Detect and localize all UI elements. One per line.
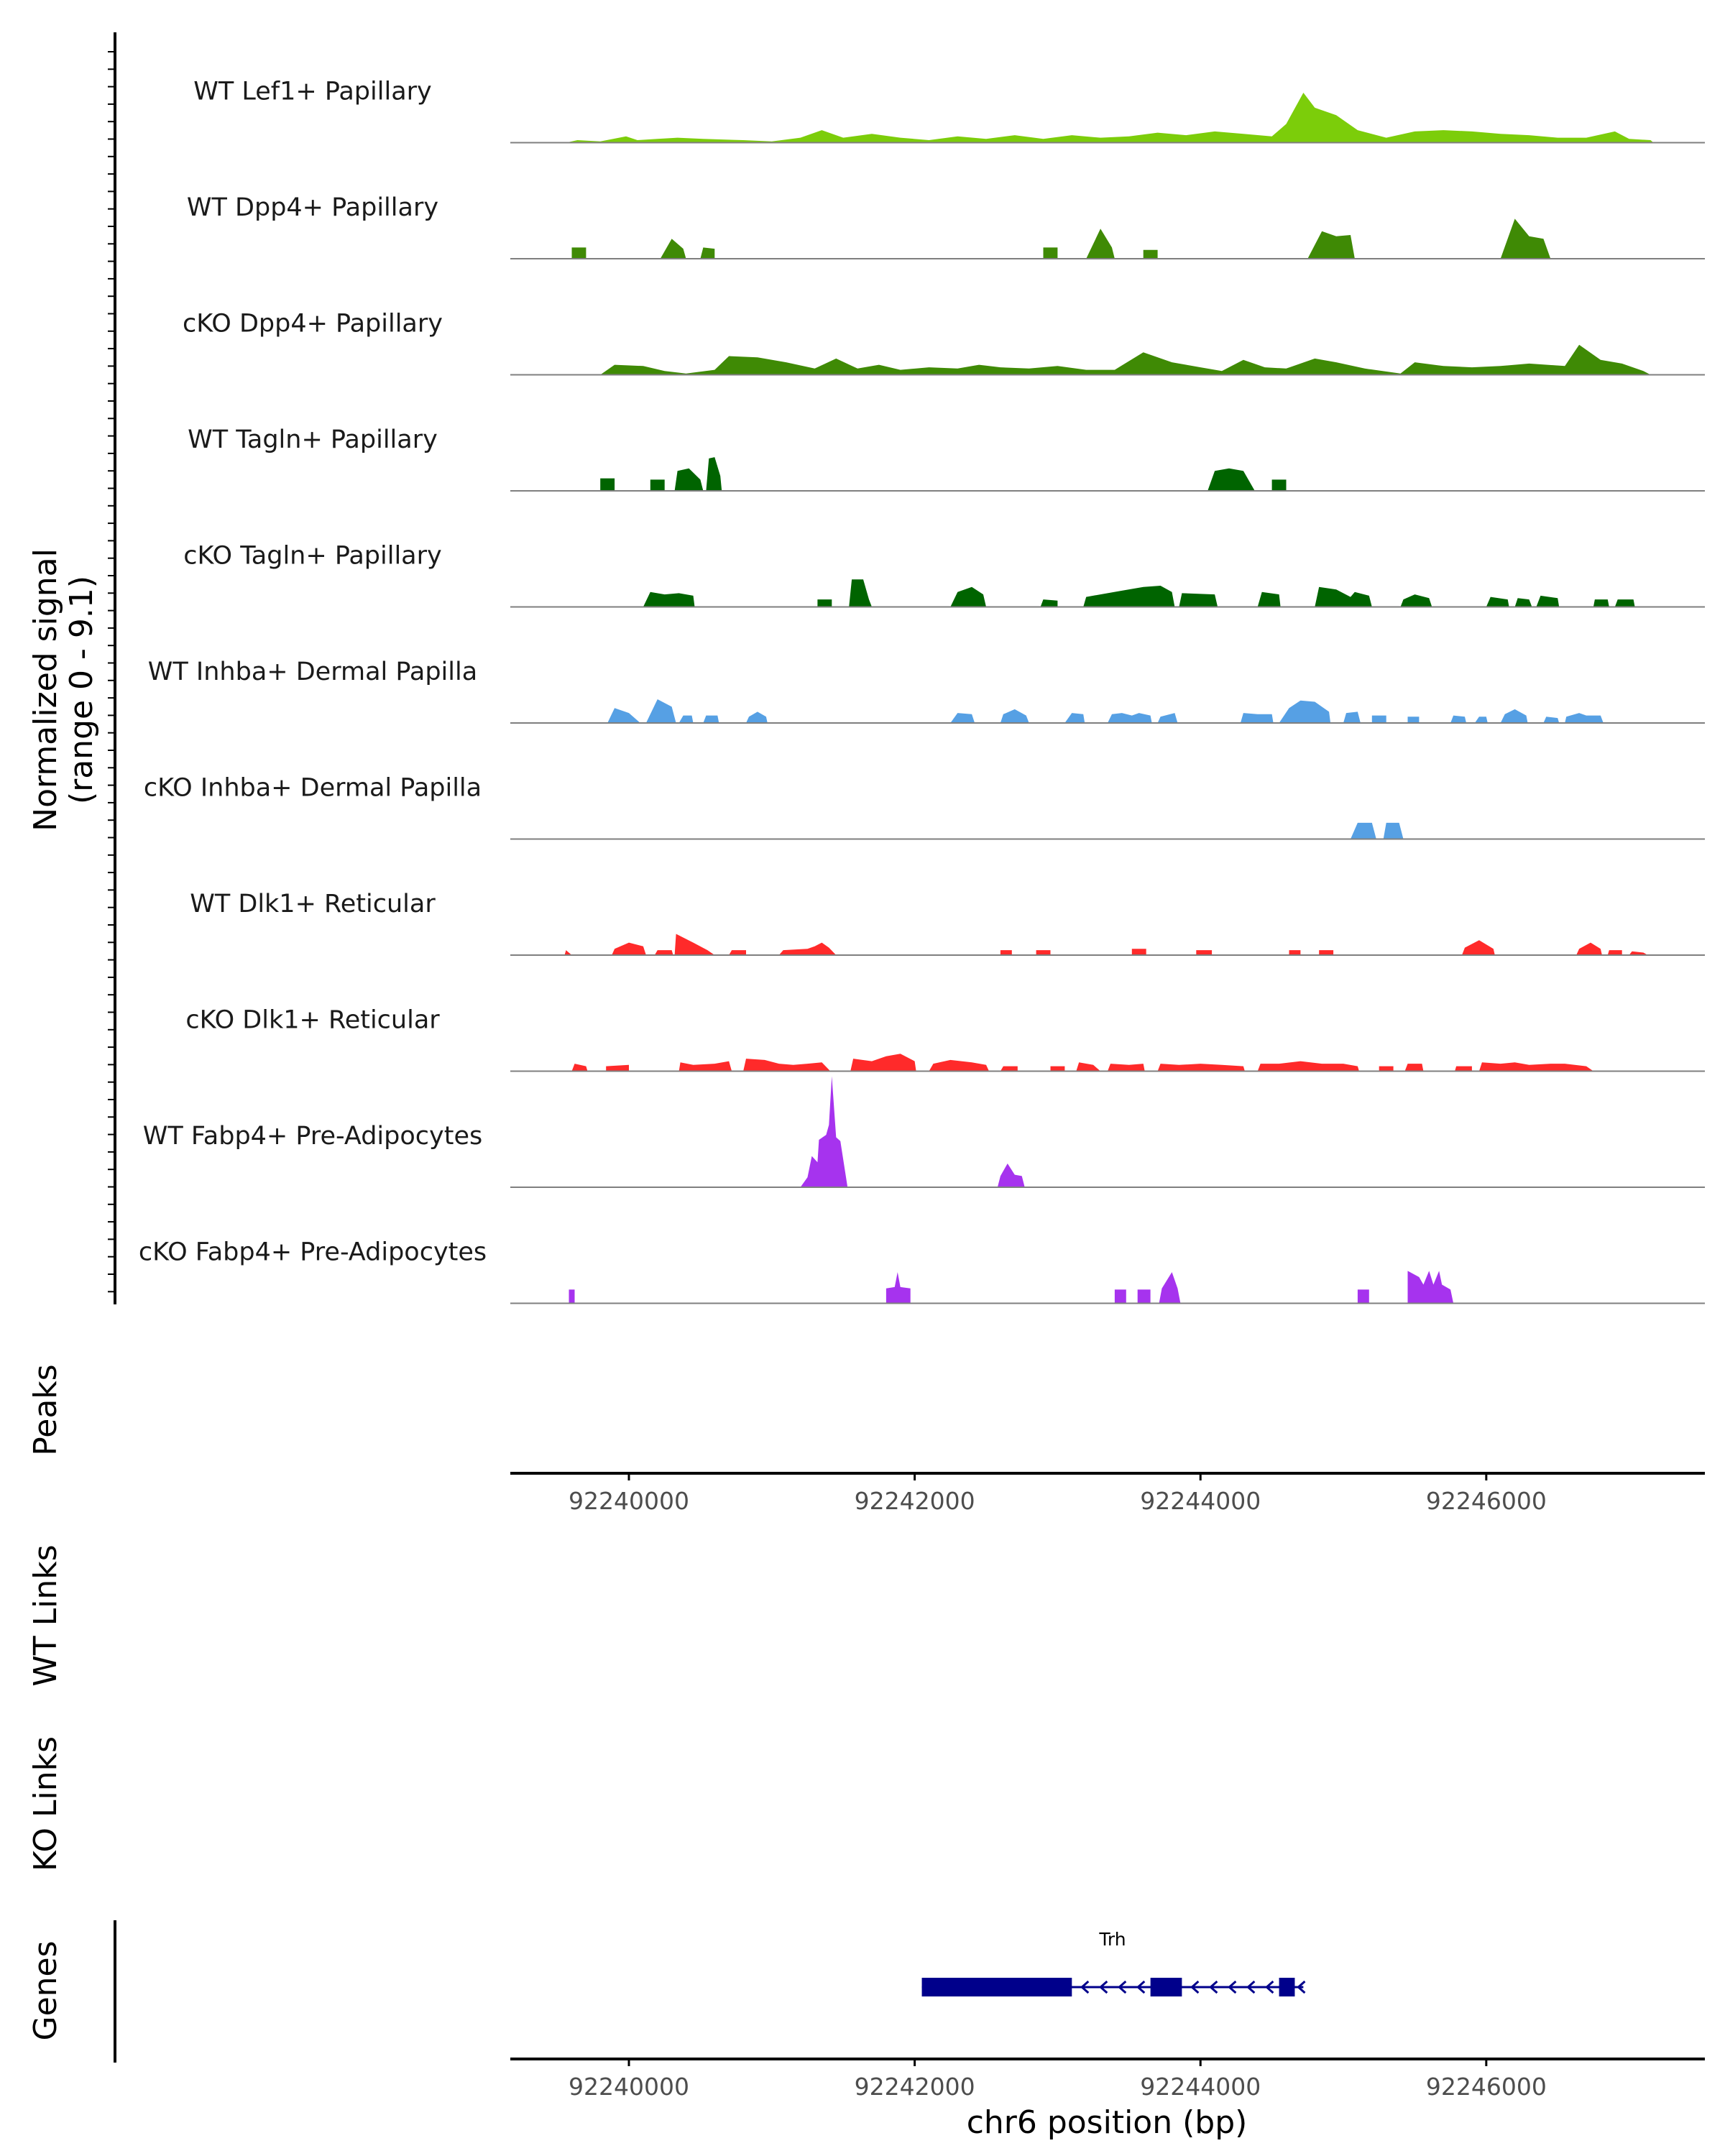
x-tick-label: 92244000	[1140, 1487, 1261, 1515]
wt-links-panel-label: WT Links	[27, 1544, 64, 1686]
gene-label-trh: Trh	[1098, 1929, 1126, 1950]
peaks-x-axis: 92240000 92242000 92244000 92246000	[510, 1472, 1705, 1515]
genes-x-axis: 92240000 92242000 92244000 92246000	[510, 2058, 1705, 2101]
coverage-area	[566, 93, 1654, 143]
strand-arrow	[1099, 1980, 1108, 1994]
coverage-area	[1351, 822, 1404, 839]
signal-y-axis	[108, 32, 116, 1304]
strand-arrow	[1190, 1980, 1200, 1994]
strand-arrow	[1209, 1980, 1218, 1994]
track-4: WT Tagln+ Papillary	[188, 425, 1705, 492]
x-tick-label: 92242000	[855, 2073, 975, 2101]
ko-links-panel-label: KO Links	[27, 1736, 64, 1871]
track-6: WT Inhba+ Dermal Papilla	[148, 658, 1705, 724]
x-tick-label: 92240000	[569, 2073, 689, 2101]
track-label: WT Lef1+ Papillary	[193, 78, 432, 106]
track-label: WT Tagln+ Papillary	[188, 425, 438, 454]
coverage-area	[600, 457, 1287, 491]
track-label: WT Fabp4+ Pre-Adipocytes	[143, 1122, 482, 1151]
track-7: cKO Inhba+ Dermal Papilla	[144, 774, 1705, 840]
gene-exon	[1150, 1978, 1182, 1996]
gene-track	[921, 1978, 1306, 1996]
track-1: WT Lef1+ Papillary	[193, 78, 1705, 144]
y-axis-subtitle: (range 0 - 9.1)	[63, 576, 100, 804]
coverage-area	[607, 699, 1604, 723]
strand-arrow	[1297, 1980, 1306, 1994]
track-8: WT Dlk1+ Reticular	[190, 890, 1705, 956]
coverage-area	[571, 218, 1551, 259]
track-label: WT Inhba+ Dermal Papilla	[148, 658, 477, 686]
track-label: cKO Dlk1+ Reticular	[185, 1006, 440, 1035]
x-axis-title: chr6 position (bp)	[967, 2104, 1248, 2141]
strand-arrow	[1136, 1980, 1146, 1994]
track-label: WT Dpp4+ Papillary	[187, 193, 438, 222]
track-5: cKO Tagln+ Papillary	[183, 542, 1705, 608]
x-tick-label: 92242000	[855, 1487, 975, 1515]
track-label: cKO Dpp4+ Papillary	[183, 310, 443, 338]
coverage-area	[600, 344, 1651, 375]
x-tick-label: 92244000	[1140, 2073, 1261, 2101]
genes-panel-label: Genes	[27, 1940, 64, 2040]
gene-exon	[921, 1978, 1072, 1996]
track-label: WT Dlk1+ Reticular	[190, 890, 436, 918]
track-9: cKO Dlk1+ Reticular	[185, 1006, 1705, 1072]
coverage-area	[643, 579, 1635, 607]
strand-arrow	[1246, 1980, 1256, 1994]
strand-arrow	[1080, 1980, 1090, 1994]
x-tick-label: 92246000	[1426, 1487, 1547, 1515]
coverage-area	[571, 1054, 1593, 1072]
y-axis-title: Normalized signal	[27, 548, 64, 831]
peaks-panel-label: Peaks	[27, 1364, 64, 1455]
x-tick-label: 92240000	[569, 1487, 689, 1515]
strand-arrow	[1228, 1980, 1237, 1994]
track-label: cKO Tagln+ Papillary	[183, 542, 442, 571]
track-10: WT Fabp4+ Pre-Adipocytes	[143, 1076, 1705, 1188]
x-tick-label: 92246000	[1426, 2073, 1547, 2101]
track-label: cKO Fabp4+ Pre-Adipocytes	[139, 1238, 487, 1267]
gene-exon	[1279, 1978, 1295, 1996]
strand-arrow	[1118, 1980, 1127, 1994]
coverage-area	[564, 934, 1648, 955]
coverage-area	[569, 1271, 1454, 1304]
track-3: cKO Dpp4+ Papillary	[183, 310, 1705, 376]
strand-arrow	[1265, 1980, 1274, 1994]
coverage-area	[800, 1076, 1025, 1187]
y-axis-minor-ticks	[108, 51, 115, 1293]
track-11: cKO Fabp4+ Pre-Adipocytes	[139, 1238, 1705, 1304]
track-label: cKO Inhba+ Dermal Papilla	[144, 774, 482, 803]
track-2: WT Dpp4+ Papillary	[187, 193, 1705, 259]
signal-tracks: WT Lef1+ Papillary WT Dpp4+ Papillary cKO …	[139, 78, 1705, 1304]
